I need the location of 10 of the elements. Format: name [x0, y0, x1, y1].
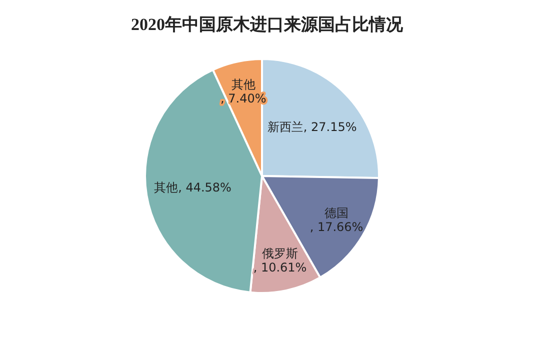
slice-label: 俄罗斯 [262, 246, 298, 261]
data-label: , 27.15% [303, 120, 357, 134]
slice-label: 新西兰 [267, 120, 304, 134]
slice-label: 其他 [231, 77, 256, 92]
slice-label: 其他 [154, 180, 178, 195]
slice-label: 德国 [324, 206, 349, 220]
data-label: , 10.61% [253, 260, 307, 275]
chart-title: 2020年中国原木进口来源国占比情况 [131, 15, 404, 34]
data-label: , 44.58% [178, 180, 232, 195]
data-label: , 17.66% [310, 220, 364, 234]
